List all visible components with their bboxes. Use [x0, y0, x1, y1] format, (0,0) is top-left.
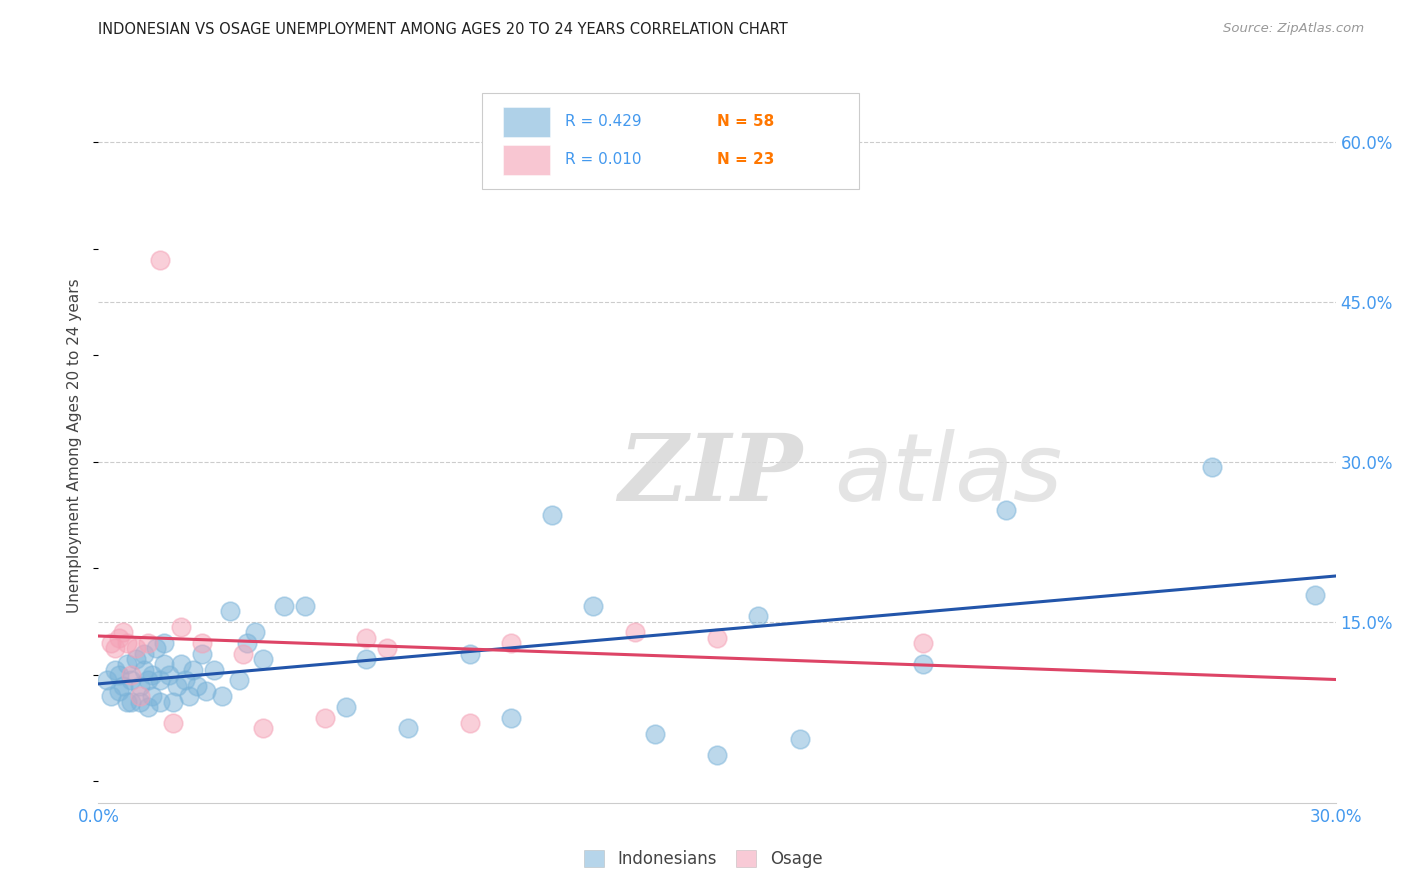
Y-axis label: Unemployment Among Ages 20 to 24 years: Unemployment Among Ages 20 to 24 years	[67, 278, 83, 614]
Point	[149, 673, 172, 688]
Text: R = 0.429: R = 0.429	[565, 114, 641, 128]
Point	[236, 636, 259, 650]
Point	[211, 690, 233, 704]
Point	[108, 668, 131, 682]
Text: R = 0.010: R = 0.010	[565, 152, 641, 167]
Point	[243, 625, 266, 640]
Point	[162, 715, 184, 730]
Point	[117, 636, 139, 650]
Text: ZIP: ZIP	[619, 430, 803, 519]
Point	[228, 673, 250, 688]
Point	[124, 641, 146, 656]
Point	[499, 710, 522, 724]
Point	[356, 652, 378, 666]
Point	[112, 625, 135, 640]
Point	[375, 641, 398, 656]
Point	[132, 647, 155, 661]
Point	[541, 508, 564, 523]
Point	[120, 695, 142, 709]
Point	[132, 663, 155, 677]
Point	[458, 647, 481, 661]
Point	[499, 636, 522, 650]
Point	[706, 631, 728, 645]
Point	[108, 631, 131, 645]
Point	[100, 636, 122, 650]
Point	[104, 663, 127, 677]
Point	[194, 684, 217, 698]
Point	[273, 599, 295, 613]
FancyBboxPatch shape	[503, 145, 550, 175]
Point	[789, 731, 811, 746]
Point	[1303, 588, 1326, 602]
Point	[112, 679, 135, 693]
Point	[294, 599, 316, 613]
Point	[96, 673, 118, 688]
Point	[252, 652, 274, 666]
Point	[644, 726, 666, 740]
Point	[136, 673, 159, 688]
Point	[153, 657, 176, 672]
Text: N = 58: N = 58	[717, 114, 775, 128]
Point	[623, 625, 645, 640]
Point	[1201, 460, 1223, 475]
Point	[128, 690, 150, 704]
FancyBboxPatch shape	[503, 107, 550, 137]
Point	[117, 657, 139, 672]
Point	[181, 663, 204, 677]
Point	[219, 604, 242, 618]
Legend: Indonesians, Osage: Indonesians, Osage	[576, 843, 830, 875]
Point	[128, 695, 150, 709]
Point	[170, 620, 193, 634]
Point	[124, 652, 146, 666]
Point	[912, 657, 935, 672]
Point	[145, 641, 167, 656]
Point	[232, 647, 254, 661]
Text: INDONESIAN VS OSAGE UNEMPLOYMENT AMONG AGES 20 TO 24 YEARS CORRELATION CHART: INDONESIAN VS OSAGE UNEMPLOYMENT AMONG A…	[98, 22, 789, 37]
Point	[104, 641, 127, 656]
Point	[747, 609, 769, 624]
Point	[190, 636, 212, 650]
Point	[335, 700, 357, 714]
Point	[136, 700, 159, 714]
Point	[252, 721, 274, 735]
Point	[190, 647, 212, 661]
Point	[100, 690, 122, 704]
Point	[396, 721, 419, 735]
Point	[117, 695, 139, 709]
Point	[458, 715, 481, 730]
Point	[582, 599, 605, 613]
Point	[179, 690, 201, 704]
Point	[170, 657, 193, 672]
Point	[128, 679, 150, 693]
Point	[149, 252, 172, 267]
Point	[314, 710, 336, 724]
Point	[141, 690, 163, 704]
Point	[141, 668, 163, 682]
Text: N = 23: N = 23	[717, 152, 775, 167]
Point	[136, 636, 159, 650]
Point	[186, 679, 208, 693]
Point	[153, 636, 176, 650]
Point	[912, 636, 935, 650]
Text: Source: ZipAtlas.com: Source: ZipAtlas.com	[1223, 22, 1364, 36]
FancyBboxPatch shape	[482, 93, 859, 189]
Point	[149, 695, 172, 709]
Point	[162, 695, 184, 709]
Point	[108, 684, 131, 698]
Point	[356, 631, 378, 645]
Point	[994, 503, 1017, 517]
Point	[157, 668, 180, 682]
Point	[120, 673, 142, 688]
Point	[202, 663, 225, 677]
Point	[166, 679, 188, 693]
Point	[706, 747, 728, 762]
Text: atlas: atlas	[835, 429, 1063, 520]
Point	[120, 668, 142, 682]
Point	[174, 673, 197, 688]
